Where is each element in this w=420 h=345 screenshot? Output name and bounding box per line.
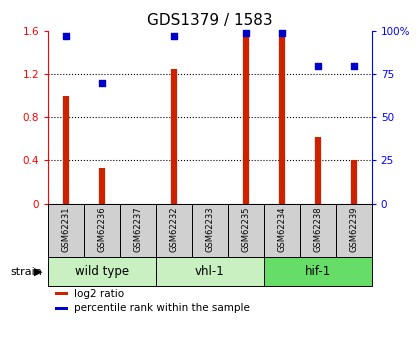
Bar xyxy=(55,292,68,295)
Bar xyxy=(84,204,120,257)
Text: percentile rank within the sample: percentile rank within the sample xyxy=(74,303,250,313)
Text: GSM62238: GSM62238 xyxy=(313,206,322,252)
Text: log2 ratio: log2 ratio xyxy=(74,289,124,299)
Point xyxy=(350,63,357,68)
Bar xyxy=(192,204,228,257)
Bar xyxy=(48,257,156,286)
Text: hif-1: hif-1 xyxy=(304,265,331,278)
Text: ▶: ▶ xyxy=(34,267,42,277)
Text: GSM62233: GSM62233 xyxy=(205,206,215,252)
Bar xyxy=(120,204,156,257)
Text: wild type: wild type xyxy=(75,265,129,278)
Bar xyxy=(264,204,300,257)
Bar xyxy=(300,204,336,257)
Text: GSM62234: GSM62234 xyxy=(277,206,286,252)
Bar xyxy=(156,204,192,257)
Bar xyxy=(55,307,68,310)
Title: GDS1379 / 1583: GDS1379 / 1583 xyxy=(147,13,273,29)
Point xyxy=(315,63,321,68)
Text: GSM62232: GSM62232 xyxy=(170,206,178,252)
Bar xyxy=(336,204,372,257)
Point xyxy=(278,30,285,36)
Point xyxy=(99,80,105,86)
Point xyxy=(171,33,177,39)
Bar xyxy=(156,257,264,286)
Bar xyxy=(264,257,372,286)
Text: GSM62231: GSM62231 xyxy=(62,206,71,252)
Text: GSM62235: GSM62235 xyxy=(241,206,250,252)
Text: GSM62236: GSM62236 xyxy=(98,206,107,252)
Text: GSM62239: GSM62239 xyxy=(349,206,358,252)
Point xyxy=(63,33,70,39)
Bar xyxy=(228,204,264,257)
Bar xyxy=(48,204,84,257)
Text: vhl-1: vhl-1 xyxy=(195,265,225,278)
Point xyxy=(243,30,249,36)
Text: GSM62237: GSM62237 xyxy=(134,206,143,252)
Text: strain: strain xyxy=(10,267,42,277)
